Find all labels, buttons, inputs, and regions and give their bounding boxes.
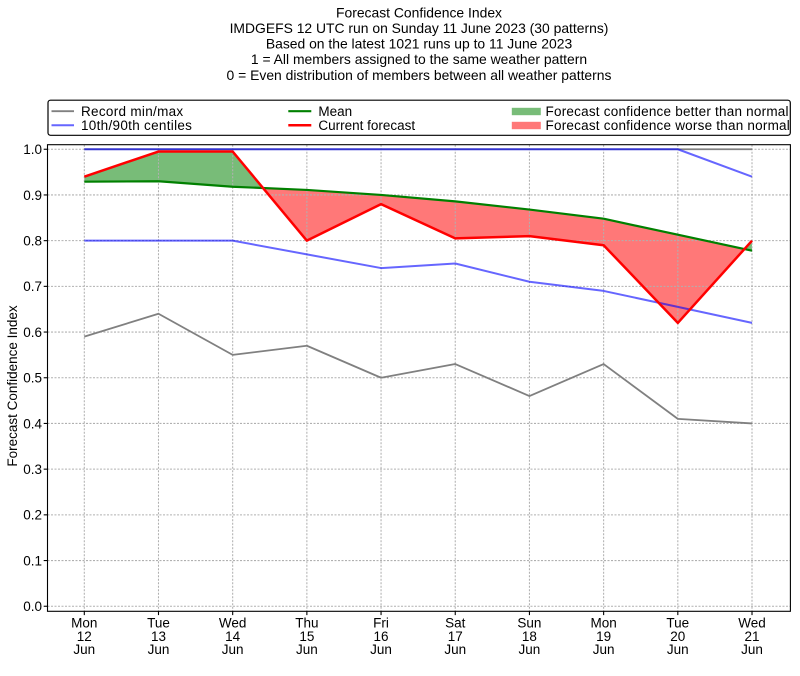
- svg-text:Jun: Jun: [741, 642, 763, 657]
- svg-text:16: 16: [374, 629, 389, 644]
- svg-text:0.0: 0.0: [23, 599, 42, 614]
- svg-text:Forecast Confidence Index: Forecast Confidence Index: [5, 305, 20, 467]
- svg-text:Wed: Wed: [219, 616, 247, 631]
- svg-text:21: 21: [744, 629, 759, 644]
- svg-text:Jun: Jun: [519, 642, 541, 657]
- svg-text:1.0: 1.0: [23, 142, 42, 157]
- svg-text:Forecast confidence better tha: Forecast confidence better than normal: [546, 104, 789, 119]
- svg-text:Current forecast: Current forecast: [318, 118, 415, 133]
- svg-text:Mean: Mean: [318, 104, 352, 119]
- svg-text:Jun: Jun: [73, 642, 95, 657]
- svg-text:Tue: Tue: [147, 616, 170, 631]
- svg-text:12: 12: [77, 629, 92, 644]
- svg-text:15: 15: [299, 629, 314, 644]
- svg-text:20: 20: [670, 629, 685, 644]
- svg-text:0.8: 0.8: [23, 233, 42, 248]
- svg-text:13: 13: [151, 629, 166, 644]
- svg-text:Jun: Jun: [444, 642, 466, 657]
- svg-text:Forecast Confidence Index: Forecast Confidence Index: [336, 4, 502, 20]
- svg-text:18: 18: [522, 629, 537, 644]
- svg-text:Record min/max: Record min/max: [81, 104, 183, 119]
- svg-text:0.3: 0.3: [23, 462, 42, 477]
- svg-text:Based on the latest 1021 runs: Based on the latest 1021 runs up to 11 J…: [266, 36, 573, 52]
- svg-text:Mon: Mon: [71, 616, 97, 631]
- svg-text:0 = Even distribution of membe: 0 = Even distribution of members between…: [227, 67, 612, 83]
- svg-text:0.6: 0.6: [23, 325, 42, 340]
- svg-text:Fri: Fri: [373, 616, 389, 631]
- svg-text:Wed: Wed: [738, 616, 766, 631]
- svg-text:0.2: 0.2: [23, 508, 42, 523]
- svg-text:19: 19: [596, 629, 611, 644]
- svg-text:0.9: 0.9: [23, 188, 42, 203]
- svg-text:0.7: 0.7: [23, 279, 42, 294]
- svg-text:14: 14: [225, 629, 241, 644]
- svg-text:IMDGEFS 12 UTC run on Sunday 1: IMDGEFS 12 UTC run on Sunday 11 June 202…: [230, 20, 609, 36]
- svg-text:0.5: 0.5: [23, 371, 42, 386]
- svg-text:0.4: 0.4: [23, 416, 42, 431]
- svg-text:17: 17: [448, 629, 463, 644]
- svg-text:Jun: Jun: [148, 642, 170, 657]
- svg-text:1 = All members assigned to th: 1 = All members assigned to the same wea…: [251, 51, 587, 67]
- svg-text:Sat: Sat: [445, 616, 466, 631]
- svg-text:Sun: Sun: [517, 616, 541, 631]
- svg-text:Jun: Jun: [667, 642, 689, 657]
- svg-text:Forecast confidence worse than: Forecast confidence worse than normal: [546, 118, 791, 133]
- svg-text:Tue: Tue: [666, 616, 689, 631]
- svg-text:10th/90th centiles: 10th/90th centiles: [81, 118, 192, 133]
- svg-text:Jun: Jun: [370, 642, 392, 657]
- svg-text:0.1: 0.1: [23, 553, 42, 568]
- svg-text:Mon: Mon: [590, 616, 616, 631]
- svg-text:Jun: Jun: [222, 642, 244, 657]
- svg-text:Jun: Jun: [296, 642, 318, 657]
- svg-text:Thu: Thu: [295, 616, 318, 631]
- svg-text:Jun: Jun: [593, 642, 615, 657]
